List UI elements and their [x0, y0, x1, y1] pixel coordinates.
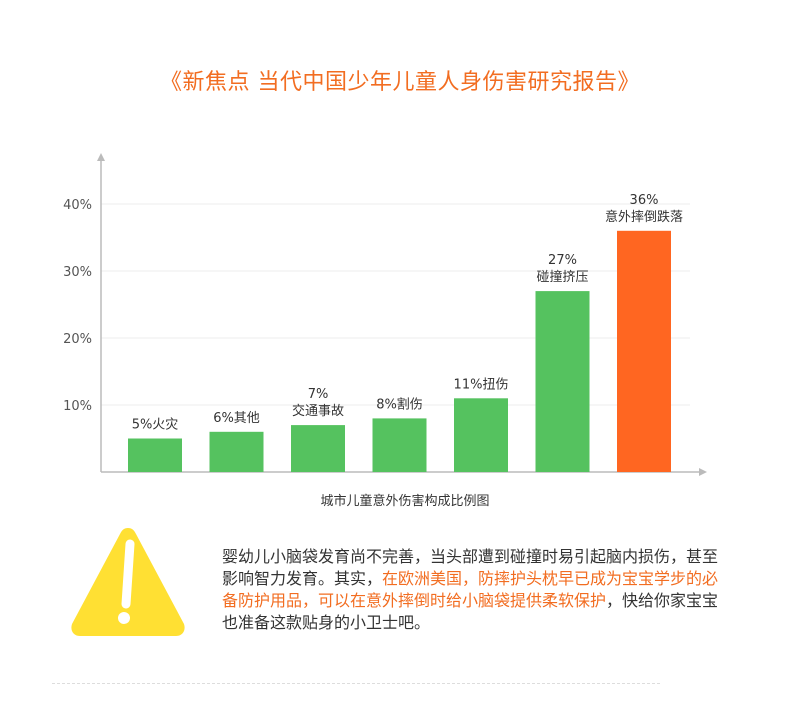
x-axis-arrow: [699, 468, 707, 476]
bar-data-label: 5%火灾: [132, 417, 179, 433]
divider: [52, 683, 660, 684]
bar: [209, 431, 264, 472]
bar: [291, 425, 345, 472]
bar-data-label: 交通事故: [292, 403, 344, 419]
warning-icon: [71, 528, 185, 636]
bar: [535, 291, 590, 472]
y-tick-label: 20%: [63, 332, 92, 347]
bar-data-label: 碰撞挤压: [536, 270, 588, 285]
bar: [617, 230, 671, 472]
bar-chart: 10% 20% 30% 40% 5%火灾 6%其他 7%交通事故 8%割伤 11%扭伤 27% 碰撞…: [63, 153, 707, 509]
bar: [454, 398, 508, 472]
bar: [128, 438, 182, 472]
notice-text-plain-2: ，快给你家宝宝也准备这款贴身的小卫士吧。: [222, 591, 719, 632]
notice-text-plain-1: 婴幼儿小脑袋发育尚不完善，当头部遭到碰撞时易引起脑内损伤，甚至影响智力发育。其实…: [222, 547, 719, 588]
bar-data-label: 7%: [308, 387, 329, 402]
bar: [372, 418, 427, 472]
x-axis-label: 城市儿童意外伤害构成比例图: [320, 493, 489, 509]
y-tick-label: 40%: [63, 198, 92, 213]
bar-data-label: 27%: [548, 253, 577, 268]
bar-data-label: 11%扭伤: [454, 377, 509, 392]
page-title: 《新焦点 当代中国少年儿童人身伤害研究报告》: [160, 70, 640, 95]
bar-data-label: 8%割伤: [376, 396, 423, 412]
notice-text: 婴幼儿小脑袋发育尚不完善，当头部遭到碰撞时易引起脑内损伤，甚至影响智力发育。其实…: [222, 546, 722, 634]
bar-data-label: 意外摔倒跌落: [605, 209, 683, 225]
y-axis-arrow: [97, 153, 105, 161]
y-tick-label: 10%: [63, 399, 92, 414]
bar-data-label: 36%: [630, 193, 659, 208]
y-tick-label: 30%: [63, 265, 92, 280]
bar-data-label: 6%其他: [213, 411, 260, 426]
notice-text-highlight: 在欧洲美国，防摔护头枕早已成为宝宝学步的必备防护用品，可以在意外摔倒时给小脑袋提…: [222, 569, 719, 610]
